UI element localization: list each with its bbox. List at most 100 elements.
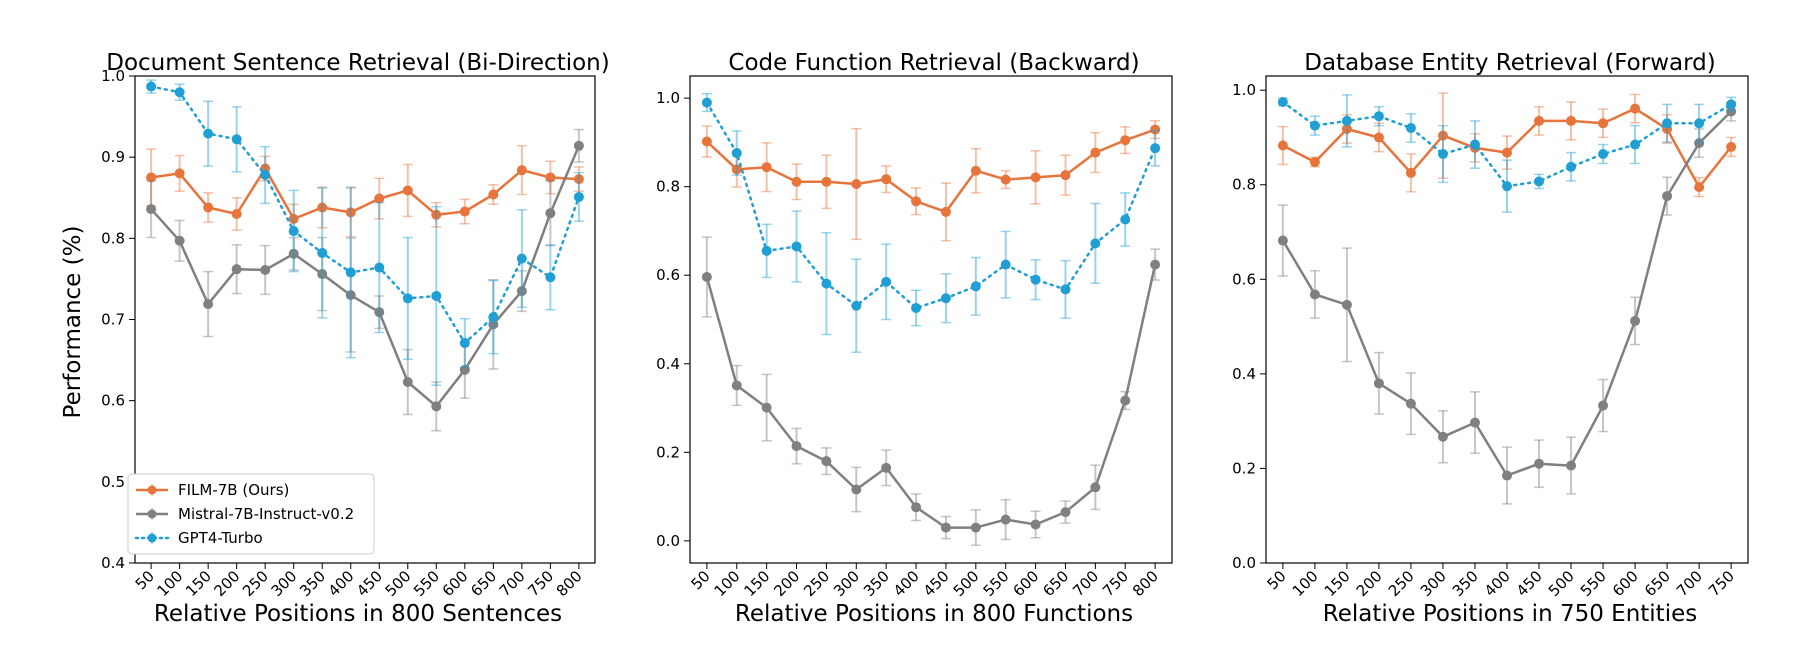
x-tick-label: 600 [1609,567,1642,600]
y-tick-label: 0.8 [656,178,680,196]
data-point [231,264,242,275]
data-point [851,484,862,495]
x-tick-label: 250 [1385,567,1418,600]
data-point [1150,259,1161,270]
data-point [881,276,892,287]
data-point [970,522,981,533]
data-point [1373,111,1384,122]
data-point [545,208,556,219]
x-tick-label: 500 [382,567,415,600]
plot-area [146,79,584,432]
data-point [1341,115,1352,126]
data-point [1630,103,1641,114]
x-tick-label: 700 [1069,567,1102,600]
data-point [1630,139,1641,150]
data-point [1060,284,1071,295]
data-point [761,402,772,413]
data-point [1090,482,1101,493]
series-0 [701,119,1161,242]
panel-database-entity-retrieval: Database Entity Retrieval (Forward) 0.0 0… [1232,50,1749,627]
data-point [459,206,470,217]
legend-item-gpt4: GPT4-Turbo [134,529,263,547]
plot-area [1277,92,1737,505]
panel-code-function-retrieval: Code Function Retrieval (Backward) 0.00.… [656,50,1173,627]
series-0 [146,145,584,238]
x-axis-label: Relative Positions in 800 Functions [735,601,1133,627]
x-tick-label: 300 [830,567,863,600]
x-tick-label: 400 [1481,567,1514,600]
y-tick-label: 1.0 [656,89,680,107]
plot-area [701,92,1161,547]
y-axis-label: Performance (%) [60,226,86,419]
data-point [1694,138,1705,149]
panel-title: Database Entity Retrieval (Forward) [1304,50,1715,76]
y-tick-label: 0.0 [1232,554,1256,572]
y-tick-label: 0.2 [656,443,680,461]
data-point [345,267,356,278]
x-tick-label: 550 [410,567,443,600]
y-tick-label: 0.0 [656,532,680,550]
data-point [203,202,214,213]
data-point [146,81,157,92]
y-tick-label: 0.9 [101,148,125,166]
data-point [1469,139,1480,150]
data-point [1277,235,1288,246]
legend-marker [147,533,157,543]
data-point [203,299,214,310]
series-line [705,264,1157,529]
x-tick-label: 600 [1009,567,1042,600]
data-point [374,307,385,318]
x-axis-label: Relative Positions in 750 Entities [1323,601,1697,627]
data-point [1502,147,1512,158]
y-tick-label: 0.2 [1232,459,1256,477]
data-point [573,140,584,151]
data-point [1437,431,1448,442]
x-tick-label: 750 [1705,567,1738,600]
x-tick-label: 450 [920,567,953,600]
series-line [150,145,581,408]
data-point [1000,259,1011,270]
data-point [231,208,242,219]
data-point [573,174,584,185]
legend-item-film: FILM-7B (Ours) [136,481,289,499]
data-point [1000,514,1011,525]
data-point [459,364,470,375]
series-line [705,101,1157,310]
data-point [1534,176,1545,187]
data-point [1534,458,1545,469]
data-point [1598,149,1609,160]
data-point [1309,120,1320,131]
y-tick-label: 0.4 [101,554,125,572]
series-2 [1277,94,1737,213]
x-tick-label: 650 [467,567,500,600]
data-point [288,226,299,237]
panel-title: Document Sentence Retrieval (Bi-Directio… [106,50,609,76]
x-tick-label: 500 [950,567,983,600]
data-point [1309,289,1320,300]
data-point [260,170,271,181]
data-point [203,128,214,139]
data-point [1309,157,1320,168]
x-tick-label: 250 [800,567,833,600]
data-point [791,241,802,252]
data-point [345,290,356,301]
y-tick-label: 0.8 [1232,176,1256,194]
x-tick-label: 100 [153,567,186,600]
data-point [940,293,951,304]
data-point [1694,118,1705,129]
data-point [488,189,499,200]
legend-label: GPT4-Turbo [178,529,263,547]
data-point [821,176,832,187]
y-tick-label: 0.8 [101,229,125,247]
data-point [881,174,892,185]
series-1 [146,128,584,432]
data-point [731,380,742,391]
axes-frame [1265,75,1749,564]
data-point [1405,123,1416,134]
legend-item-mistral: Mistral-7B-Instruct-v0.2 [136,505,354,523]
data-point [231,134,242,145]
data-point [1150,143,1161,154]
data-point [374,262,385,273]
data-point [1090,238,1101,249]
